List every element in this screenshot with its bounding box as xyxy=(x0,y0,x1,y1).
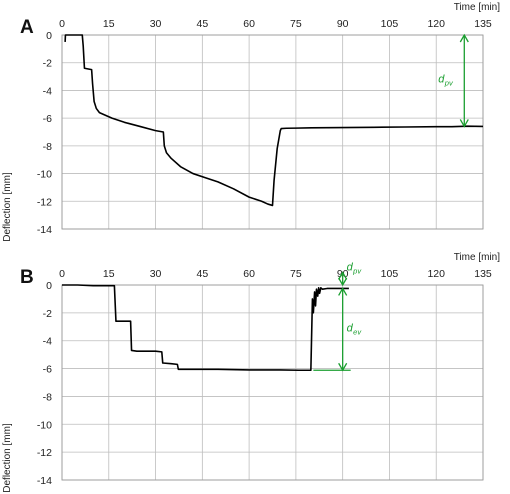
panel-letter-b: B xyxy=(20,267,34,288)
x-tick-label: 135 xyxy=(474,18,492,30)
x-tick-label: 105 xyxy=(381,268,399,280)
y-tick-label: 0 xyxy=(46,30,52,42)
x-tick-label: 120 xyxy=(427,18,445,30)
dimension-arrow-pv: d pv xyxy=(338,261,362,287)
x-tick-label: 15 xyxy=(103,268,115,280)
x-tick-label: 135 xyxy=(474,268,492,280)
y-tick-label: -4 xyxy=(43,336,52,348)
y-axis-label-b: Deflection [mm] xyxy=(2,423,13,493)
series-b xyxy=(62,284,349,372)
chart-panel-b: 0 15 30 45 60 75 90 105 120 1350-2-4-6-8-10-12-14… xyxy=(2,252,500,493)
x-tick-label: 30 xyxy=(150,18,162,30)
x-axis-label-a: Time [min] xyxy=(454,2,501,13)
dimension-subscript-ev: ev xyxy=(353,327,362,336)
dimension-label-pv: d xyxy=(438,74,445,86)
dimension-label-pv: d xyxy=(347,261,354,273)
x-tick-label: 45 xyxy=(196,18,208,30)
dimension-subscript-pv: pv xyxy=(352,266,362,275)
x-tick-label: 105 xyxy=(381,18,399,30)
tick-labels-a: 0 15 30 45 60 75 90 105 120 135 0 -2 -4 -6 -8 -10 -12 -14 xyxy=(37,18,492,236)
y-tick-label: -14 xyxy=(37,224,52,236)
series-a xyxy=(64,34,484,207)
dimension-label-ev: d xyxy=(347,322,354,334)
y-tick-label: -4 xyxy=(43,85,52,97)
plot-frame xyxy=(61,34,484,230)
chart-panel-a: 0 15 30 45 60 75 90 105 120 135 0 -2 -4 -6 -8 -10 -12 -14… xyxy=(2,2,500,242)
x-tick-label: 30 xyxy=(150,268,162,280)
x-tick-label: 90 xyxy=(337,18,349,30)
plot-frame xyxy=(61,284,484,481)
x-tick-label: 75 xyxy=(290,268,302,280)
x-axis-label-b: Time [min] xyxy=(454,252,501,263)
y-tick-label: -2 xyxy=(43,308,52,320)
annotations-a: d pv xyxy=(438,33,469,128)
dimension-arrow-ev: d ev xyxy=(313,287,362,372)
x-tick-label: 120 xyxy=(427,268,445,280)
dimension-arrow-pv: d pv xyxy=(438,33,469,128)
series-line-b xyxy=(62,284,349,372)
series-line-a xyxy=(64,34,484,207)
panel-letter-a: A xyxy=(20,17,34,38)
y-axis-label-a: Deflection [mm] xyxy=(2,172,13,242)
y-tick-label: -2 xyxy=(43,58,52,70)
grid-b xyxy=(61,284,484,481)
y-tick-label: -12 xyxy=(37,447,52,459)
y-tick-label: -12 xyxy=(37,196,52,208)
y-tick-label: -10 xyxy=(37,169,52,181)
y-tick-label: -8 xyxy=(43,391,52,403)
y-tick-label: -6 xyxy=(43,364,52,376)
x-tick-label: 60 xyxy=(243,18,255,30)
y-tick-label: -10 xyxy=(37,419,52,431)
y-tick-label: -8 xyxy=(43,141,52,153)
x-tick-label: 75 xyxy=(290,18,302,30)
y-tick-label: -14 xyxy=(37,475,52,487)
x-tick-label: 0 xyxy=(59,18,65,30)
y-tick-label: 0 xyxy=(46,280,52,292)
dimension-subscript-pv: pv xyxy=(444,79,454,88)
y-tick-label: -6 xyxy=(43,113,52,125)
x-tick-label: 45 xyxy=(196,268,208,280)
x-tick-label: 15 xyxy=(103,18,115,30)
x-tick-label: 0 xyxy=(59,268,65,280)
annotations-b: d pvd ev xyxy=(313,261,362,372)
x-tick-label: 60 xyxy=(243,268,255,280)
